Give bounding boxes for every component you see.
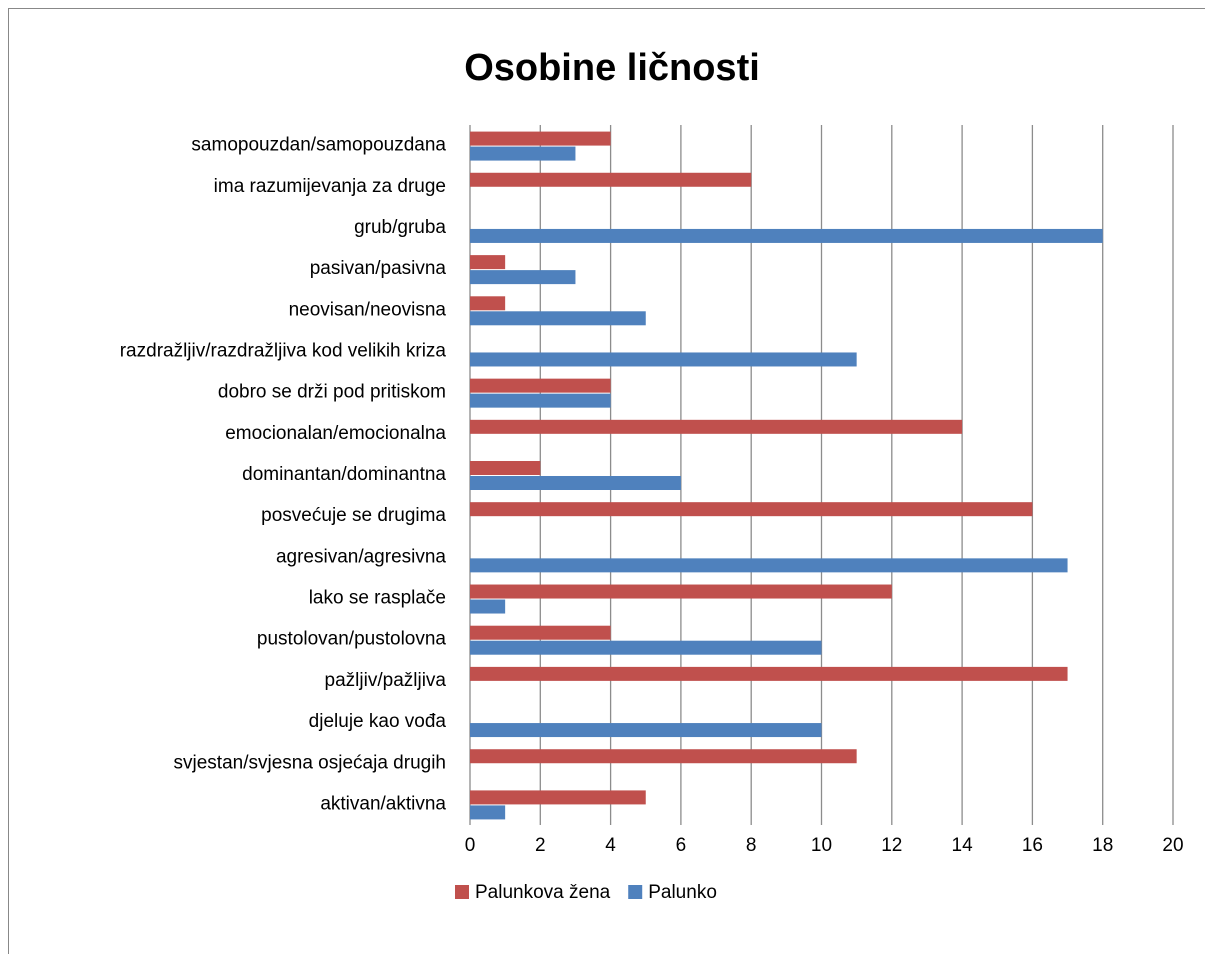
x-tick-label: 0 bbox=[465, 835, 476, 856]
bar bbox=[470, 270, 576, 285]
bar bbox=[470, 131, 611, 146]
x-tick-label: 16 bbox=[1022, 835, 1043, 856]
legend-swatch bbox=[455, 885, 469, 899]
y-tick-label: djeluje kao vođa bbox=[309, 711, 447, 732]
y-tick-label: neovisan/neovisna bbox=[289, 299, 447, 320]
bar bbox=[470, 296, 506, 311]
y-tick-label: svjestan/svjesna osjećaja drugih bbox=[174, 752, 447, 773]
bar bbox=[470, 502, 1033, 517]
bar bbox=[470, 393, 611, 408]
bar bbox=[470, 558, 1068, 573]
y-tick-label: agresivan/agresivna bbox=[276, 546, 446, 567]
bar bbox=[470, 311, 646, 326]
y-tick-label: pasivan/pasivna bbox=[310, 258, 447, 279]
x-tick-label: 4 bbox=[605, 835, 616, 856]
y-tick-label: grub/gruba bbox=[354, 217, 446, 238]
bar bbox=[470, 625, 611, 640]
bar bbox=[470, 599, 506, 614]
bar bbox=[470, 749, 857, 764]
bar bbox=[470, 805, 506, 820]
legend-swatch bbox=[628, 885, 643, 899]
legend-label: Palunko bbox=[648, 882, 717, 903]
x-tick-label: 6 bbox=[676, 835, 687, 856]
x-tick-label: 14 bbox=[952, 835, 974, 856]
bar bbox=[470, 172, 752, 187]
y-tick-label: ima razumijevanja za druge bbox=[214, 176, 446, 197]
y-tick-label: emocionalan/emocionalna bbox=[225, 423, 446, 444]
y-tick-label: dominantan/dominantna bbox=[242, 464, 446, 485]
x-tick-label: 2 bbox=[535, 835, 546, 856]
x-tick-label: 10 bbox=[811, 835, 832, 856]
y-tick-label: lako se rasplače bbox=[309, 588, 446, 609]
bar bbox=[470, 228, 1103, 243]
y-tick-label: razdražljiv/razdražljiva kod velikih kri… bbox=[120, 340, 447, 361]
bar bbox=[470, 378, 611, 393]
y-tick-label: samopouzdan/samopouzdana bbox=[191, 135, 446, 156]
bar bbox=[470, 723, 822, 738]
bar bbox=[470, 790, 646, 805]
x-tick-label: 20 bbox=[1162, 835, 1183, 856]
bar bbox=[470, 419, 963, 434]
y-tick-label: posvećuje se drugima bbox=[261, 505, 446, 526]
x-tick-label: 8 bbox=[746, 835, 757, 856]
x-tick-label: 12 bbox=[881, 835, 902, 856]
x-tick-label: 18 bbox=[1092, 835, 1113, 856]
bar bbox=[470, 666, 1068, 681]
y-tick-label: pažljiv/pažljiva bbox=[325, 670, 447, 691]
y-tick-label: aktivan/aktivna bbox=[320, 793, 446, 814]
bar bbox=[470, 255, 506, 270]
bar bbox=[470, 461, 541, 475]
bar bbox=[470, 476, 681, 490]
chart-frame bbox=[8, 8, 1205, 954]
bar bbox=[470, 640, 822, 655]
bar bbox=[470, 146, 576, 161]
bar bbox=[470, 584, 892, 599]
y-tick-label: dobro se drži pod pritiskom bbox=[218, 382, 446, 403]
chart-title: Osobine ličnosti bbox=[464, 47, 760, 89]
legend-label: Palunkova žena bbox=[475, 882, 611, 903]
bar bbox=[470, 352, 857, 367]
y-tick-label: pustolovan/pustolovna bbox=[257, 629, 447, 650]
